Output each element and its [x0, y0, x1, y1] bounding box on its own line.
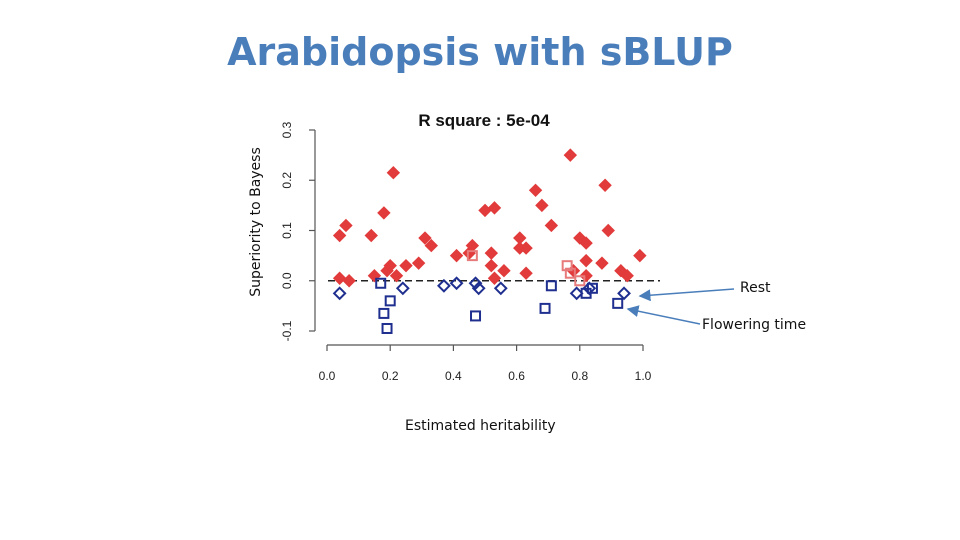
data-point	[497, 263, 511, 278]
data-point	[579, 253, 593, 268]
data-point	[598, 178, 612, 192]
annotation-rest: Rest	[740, 280, 771, 296]
x-tick-label: 0.8	[571, 369, 588, 383]
x-axis-label: Estimated heritability	[405, 418, 556, 434]
data-point	[569, 286, 584, 301]
chart-title: R square : 5e-04	[418, 111, 550, 130]
data-point	[389, 269, 404, 283]
data-point	[601, 223, 615, 238]
data-point	[519, 241, 533, 255]
data-point	[395, 281, 410, 296]
arrow-flowering-time	[626, 305, 701, 325]
data-point	[528, 183, 543, 198]
data-point	[386, 166, 401, 180]
data-point	[468, 276, 483, 291]
data-point	[339, 218, 353, 233]
data-point	[437, 278, 451, 293]
data-point	[579, 269, 593, 283]
data-point	[478, 203, 492, 218]
data-point	[418, 231, 432, 245]
data-point	[471, 281, 486, 296]
x-tick-label: 1.0	[635, 369, 652, 383]
data-point	[411, 256, 426, 270]
data-point	[449, 276, 464, 291]
y-tick-label: 0.2	[280, 172, 294, 189]
data-point	[561, 260, 573, 272]
data-point	[367, 269, 382, 283]
data-point	[384, 295, 396, 307]
data-point	[544, 218, 559, 233]
slide-title: Arabidopsis with sBLUP	[227, 30, 733, 74]
data-point	[399, 258, 413, 273]
data-point	[595, 256, 609, 270]
data-point	[579, 236, 593, 250]
data-point	[535, 198, 549, 213]
data-point	[332, 228, 347, 243]
data-point	[519, 266, 533, 280]
data-point	[617, 286, 631, 301]
data-point	[332, 286, 347, 301]
data-point	[470, 310, 482, 322]
y-tick-label: -0.1	[280, 320, 294, 341]
data-point	[484, 258, 499, 273]
data-point	[449, 248, 464, 263]
data-point	[484, 246, 499, 260]
data-point	[381, 322, 393, 334]
x-tick-label: 0.0	[319, 369, 336, 383]
data-point	[466, 250, 478, 262]
x-tick-label: 0.2	[382, 369, 399, 383]
data-point	[564, 267, 576, 279]
y-tick-label: 0.1	[280, 222, 294, 239]
data-point	[378, 307, 390, 319]
data-point	[342, 274, 356, 288]
y-tick-label: 0.0	[280, 272, 294, 289]
data-point	[545, 280, 557, 292]
data-point	[633, 248, 647, 263]
data-point	[487, 271, 502, 285]
x-tick-label: 0.6	[508, 369, 525, 383]
data-point	[539, 302, 551, 314]
data-point	[364, 228, 378, 243]
data-point	[612, 297, 624, 309]
data-point	[563, 148, 578, 162]
data-point	[574, 275, 586, 287]
arrow-rest	[638, 288, 735, 302]
data-point	[586, 282, 598, 294]
data-point	[375, 277, 387, 289]
y-tick-label: 0.3	[280, 121, 294, 138]
data-point	[487, 201, 502, 215]
data-point	[493, 281, 508, 296]
data-point	[332, 271, 347, 285]
data-point	[383, 258, 397, 273]
data-point	[424, 238, 438, 253]
annotation-flowering-time: Flowering time	[702, 317, 807, 333]
x-tick-label: 0.4	[445, 369, 462, 383]
data-point	[377, 206, 391, 220]
data-point	[620, 269, 634, 283]
